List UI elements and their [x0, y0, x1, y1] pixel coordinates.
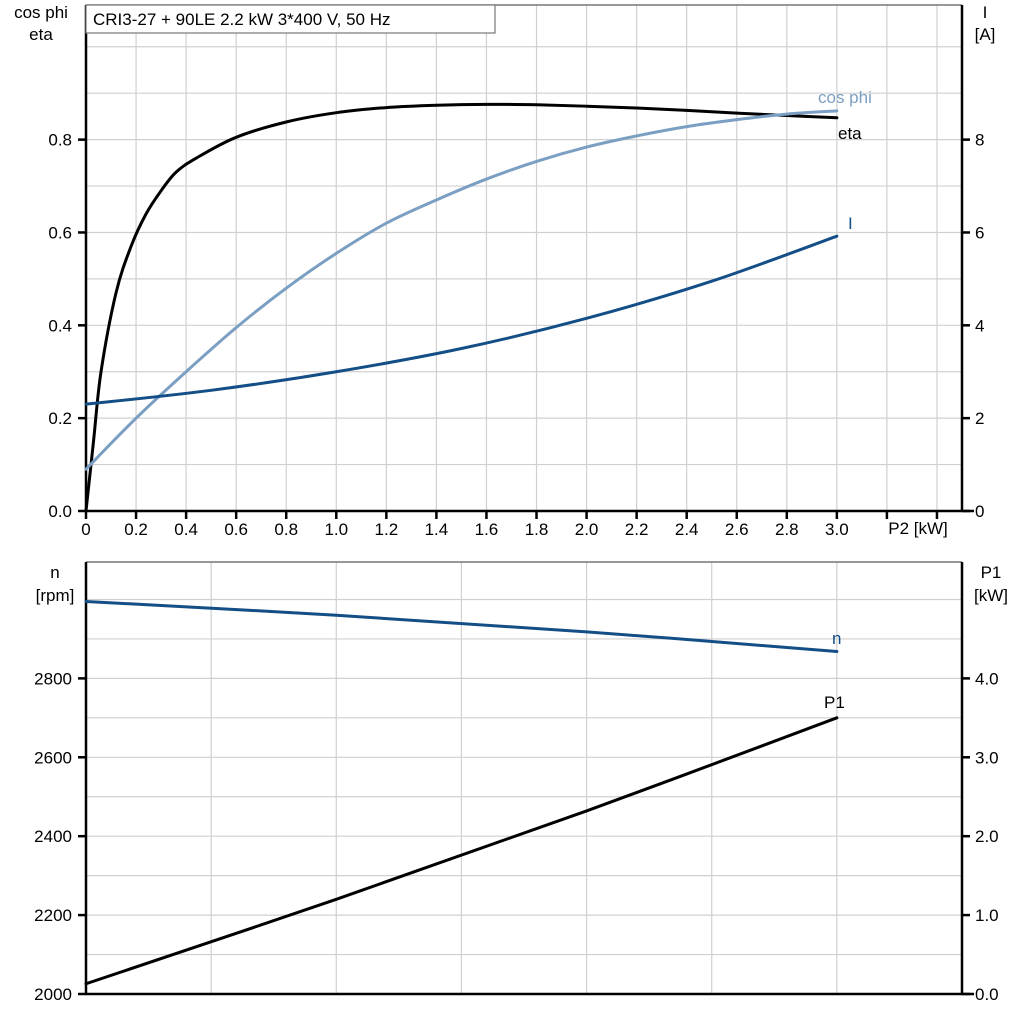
- top-grid: [78, 4, 974, 519]
- curve-n: [84, 599, 839, 654]
- bottom-left-axis-label-2: [rpm]: [36, 586, 75, 605]
- bottom-grid: [78, 561, 974, 996]
- top-right-axis-label-1: I: [983, 3, 988, 22]
- curve-eta: [84, 102, 839, 513]
- bottom-left-axis-label-1: n: [50, 563, 59, 582]
- y-tick-label-left: 0.8: [48, 131, 72, 150]
- y-tick-label-right: 0.0: [975, 985, 999, 1004]
- y-tick-label-right: 0: [975, 502, 984, 521]
- curve-label-cos-phi: cos phi: [818, 88, 872, 107]
- curve-label-eta: eta: [838, 124, 862, 143]
- y-tick-label-left: 0.2: [48, 409, 72, 428]
- y-tick-label-right: 2: [975, 409, 984, 428]
- y-tick-label-right: 1.0: [975, 906, 999, 925]
- x-tick-label: 2.6: [725, 520, 749, 539]
- y-tick-label-right: 2.0: [975, 827, 999, 846]
- x-tick-label: 0.8: [274, 520, 298, 539]
- y-tick-label-right: 6: [975, 223, 984, 242]
- title-box: [85, 4, 496, 34]
- chart-title: CRI3-27 + 90LE 2.2 kW 3*400 V, 50 Hz: [93, 10, 391, 29]
- bottom-right-axis-label-2: [kW]: [974, 586, 1008, 605]
- x-tick-label: 1.0: [324, 520, 348, 539]
- y-tick-label-left: 0.4: [48, 316, 72, 335]
- bottom-right-axis-label-1: P1: [981, 563, 1002, 582]
- y-tick-label-left: 2400: [34, 827, 72, 846]
- tick-labels: 0.0 0.2 0.4 0.6 0.8 0 2 4 6 8 0 0.2 0.4 0.6 0.8 1.0 1.2 1…: [34, 131, 998, 1004]
- x-axis-label: P2 [kW]: [888, 519, 948, 538]
- x-tick-label: 3.0: [825, 520, 849, 539]
- y-tick-label-left: 2800: [34, 669, 72, 688]
- x-tick-label: 0.6: [224, 520, 248, 539]
- y-tick-label-right: 8: [975, 131, 984, 150]
- curve-label-i: I: [848, 214, 853, 233]
- x-tick-label: 0.2: [124, 520, 148, 539]
- curve-label-n: n: [832, 629, 841, 648]
- y-tick-label-left: 0.6: [48, 223, 72, 242]
- x-tick-label: 1.2: [375, 520, 399, 539]
- x-tick-label: 2.0: [575, 520, 599, 539]
- top-right-axis-label-2: [A]: [975, 25, 996, 44]
- x-tick-label: 1.4: [425, 520, 449, 539]
- x-tick-label: 1.8: [525, 520, 549, 539]
- x-tick-label: 0: [81, 520, 90, 539]
- x-tick-label: 2.2: [625, 520, 649, 539]
- y-tick-label-right: 4: [975, 316, 984, 335]
- curve-i: [84, 234, 839, 406]
- y-tick-label-right: 3.0: [975, 748, 999, 767]
- top-left-axis-label-1: cos phi: [14, 3, 68, 22]
- y-tick-label-left: 0.0: [48, 502, 72, 521]
- curves: [84, 102, 839, 986]
- x-tick-label: 0.4: [174, 520, 198, 539]
- y-tick-label-right: 4.0: [975, 669, 999, 688]
- curve-cos-phi: [84, 109, 839, 471]
- top-left-axis-label-2: eta: [29, 25, 53, 44]
- curve-p1: [84, 716, 839, 986]
- y-tick-label-left: 2000: [34, 985, 72, 1004]
- x-tick-label: 1.6: [475, 520, 499, 539]
- curve-label-p1: P1: [824, 693, 845, 712]
- x-tick-label: 2.4: [675, 520, 699, 539]
- y-tick-label-left: 2200: [34, 906, 72, 925]
- x-tick-label: 2.8: [775, 520, 799, 539]
- y-tick-label-left: 2600: [34, 748, 72, 767]
